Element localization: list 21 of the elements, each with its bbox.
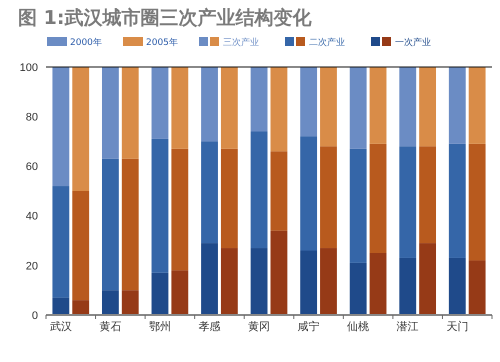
x-tick-label: 咸宁 xyxy=(298,320,320,333)
text: 2000年 xyxy=(70,37,102,48)
y-tick-label: 40 xyxy=(26,210,38,223)
y-tick-label: 20 xyxy=(26,260,38,272)
legend-label: 二次产业 xyxy=(309,37,345,48)
y-tick-label: 0 xyxy=(32,310,38,322)
y-tick-label: 60 xyxy=(26,161,38,174)
chart-title: 图 1:武汉城市圈三次产业结构变化 xyxy=(18,7,312,29)
x-tick-label: 黄石 xyxy=(99,320,122,333)
x-tick-label: 黄冈 xyxy=(248,320,270,333)
y-tick-label: 100 xyxy=(20,62,38,74)
text: 2005年 xyxy=(146,37,178,48)
x-tick-label: 武汉 xyxy=(50,320,72,333)
legend-label: 一次产业 xyxy=(395,37,431,48)
x-tick-label: 天门 xyxy=(446,320,468,333)
x-tick-label: 孝感 xyxy=(198,320,221,333)
y-tick-label: 80 xyxy=(26,111,38,124)
legend-label: 三次产业 xyxy=(223,37,259,48)
x-tick-label: 鄂州 xyxy=(148,320,171,333)
x-tick-label: 潜江 xyxy=(396,320,419,333)
x-tick-label: 仙桃 xyxy=(347,320,370,333)
